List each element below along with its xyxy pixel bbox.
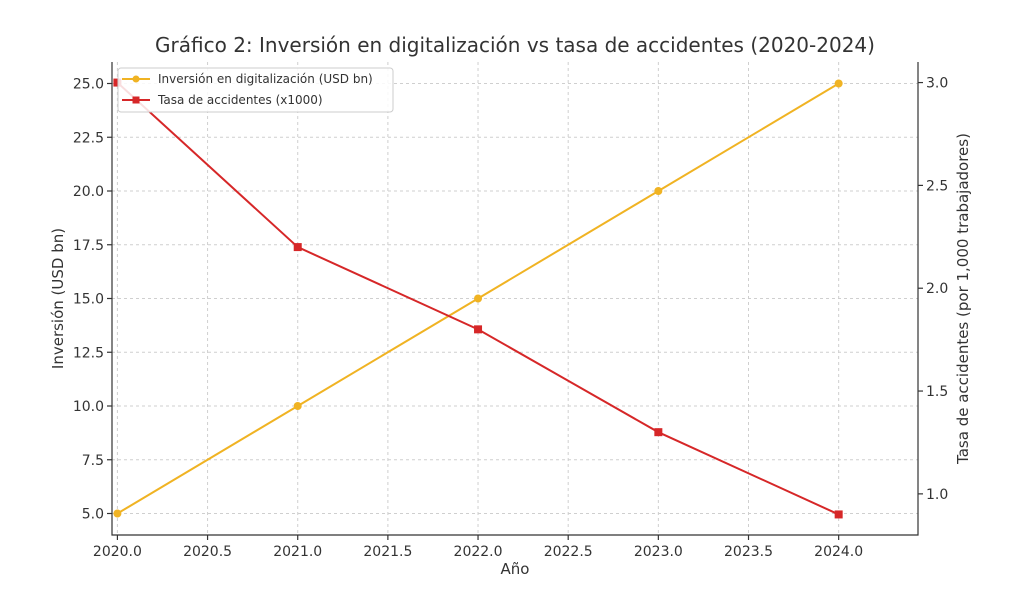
y-right-tick-label: 2.5 <box>926 178 948 194</box>
y-left-tick-label: 17.5 <box>73 238 104 254</box>
y-left-tick-label: 25.0 <box>73 77 104 93</box>
data-point-accidents <box>474 325 483 334</box>
data-point-investment <box>834 79 843 88</box>
data-point-investment <box>113 509 122 518</box>
series-layer <box>113 78 843 519</box>
y-left-tick-label: 15.0 <box>73 292 104 308</box>
y-left-tick-label: 7.5 <box>82 453 104 469</box>
data-point-accidents <box>113 78 122 87</box>
data-point-accidents <box>834 510 843 519</box>
y-left-tick-label: 10.0 <box>73 399 104 415</box>
y-right-tick-label: 1.0 <box>926 487 948 503</box>
x-tick-label: 2022.0 <box>454 544 503 560</box>
legend: Inversión en digitalización (USD bn) Tas… <box>117 67 394 113</box>
y-left-tick-label: 20.0 <box>73 184 104 200</box>
x-tick-label: 2022.5 <box>544 544 593 560</box>
x-tick-label: 2021.5 <box>363 544 412 560</box>
data-point-accidents <box>293 243 302 252</box>
y-axis-right-title: Tasa de accidentes (por 1,000 trabajador… <box>954 133 972 465</box>
chart-title: Gráfico 2: Inversión en digitalización v… <box>155 33 875 57</box>
y-right-tick-label: 1.5 <box>926 384 948 400</box>
legend-box <box>117 67 394 113</box>
tick-labels: 2020.0 2020.5 2021.0 2021.5 2022.0 2022.5 2023… <box>73 76 948 560</box>
legend-marker-accidents <box>132 96 140 104</box>
x-tick-label: 2023.5 <box>724 544 773 560</box>
x-tick-label: 2023.0 <box>634 544 683 560</box>
x-tick-label: 2020.0 <box>93 544 142 560</box>
x-tick-label: 2021.0 <box>273 544 322 560</box>
legend-marker-investment <box>132 75 140 83</box>
x-axis-title: Año <box>501 560 530 578</box>
data-point-investment <box>474 294 483 303</box>
y-axis-left-title: Inversión (USD bn) <box>49 228 67 369</box>
y-right-tick-label: 2.0 <box>926 281 948 297</box>
data-point-investment <box>654 187 663 195</box>
y-right-tick-label: 3.0 <box>926 76 948 92</box>
data-point-accidents <box>654 428 663 437</box>
y-left-tick-label: 5.0 <box>82 507 104 523</box>
x-tick-label: 2020.5 <box>183 544 232 560</box>
y-left-tick-label: 12.5 <box>73 345 104 361</box>
x-tick-label: 2024.0 <box>814 544 863 560</box>
grid <box>112 62 918 535</box>
legend-label-accidents: Tasa de accidentes (x1000) <box>157 93 323 107</box>
legend-label-investment: Inversión en digitalización (USD bn) <box>158 72 373 86</box>
y-left-tick-label: 22.5 <box>73 130 104 146</box>
data-point-investment <box>293 402 302 410</box>
